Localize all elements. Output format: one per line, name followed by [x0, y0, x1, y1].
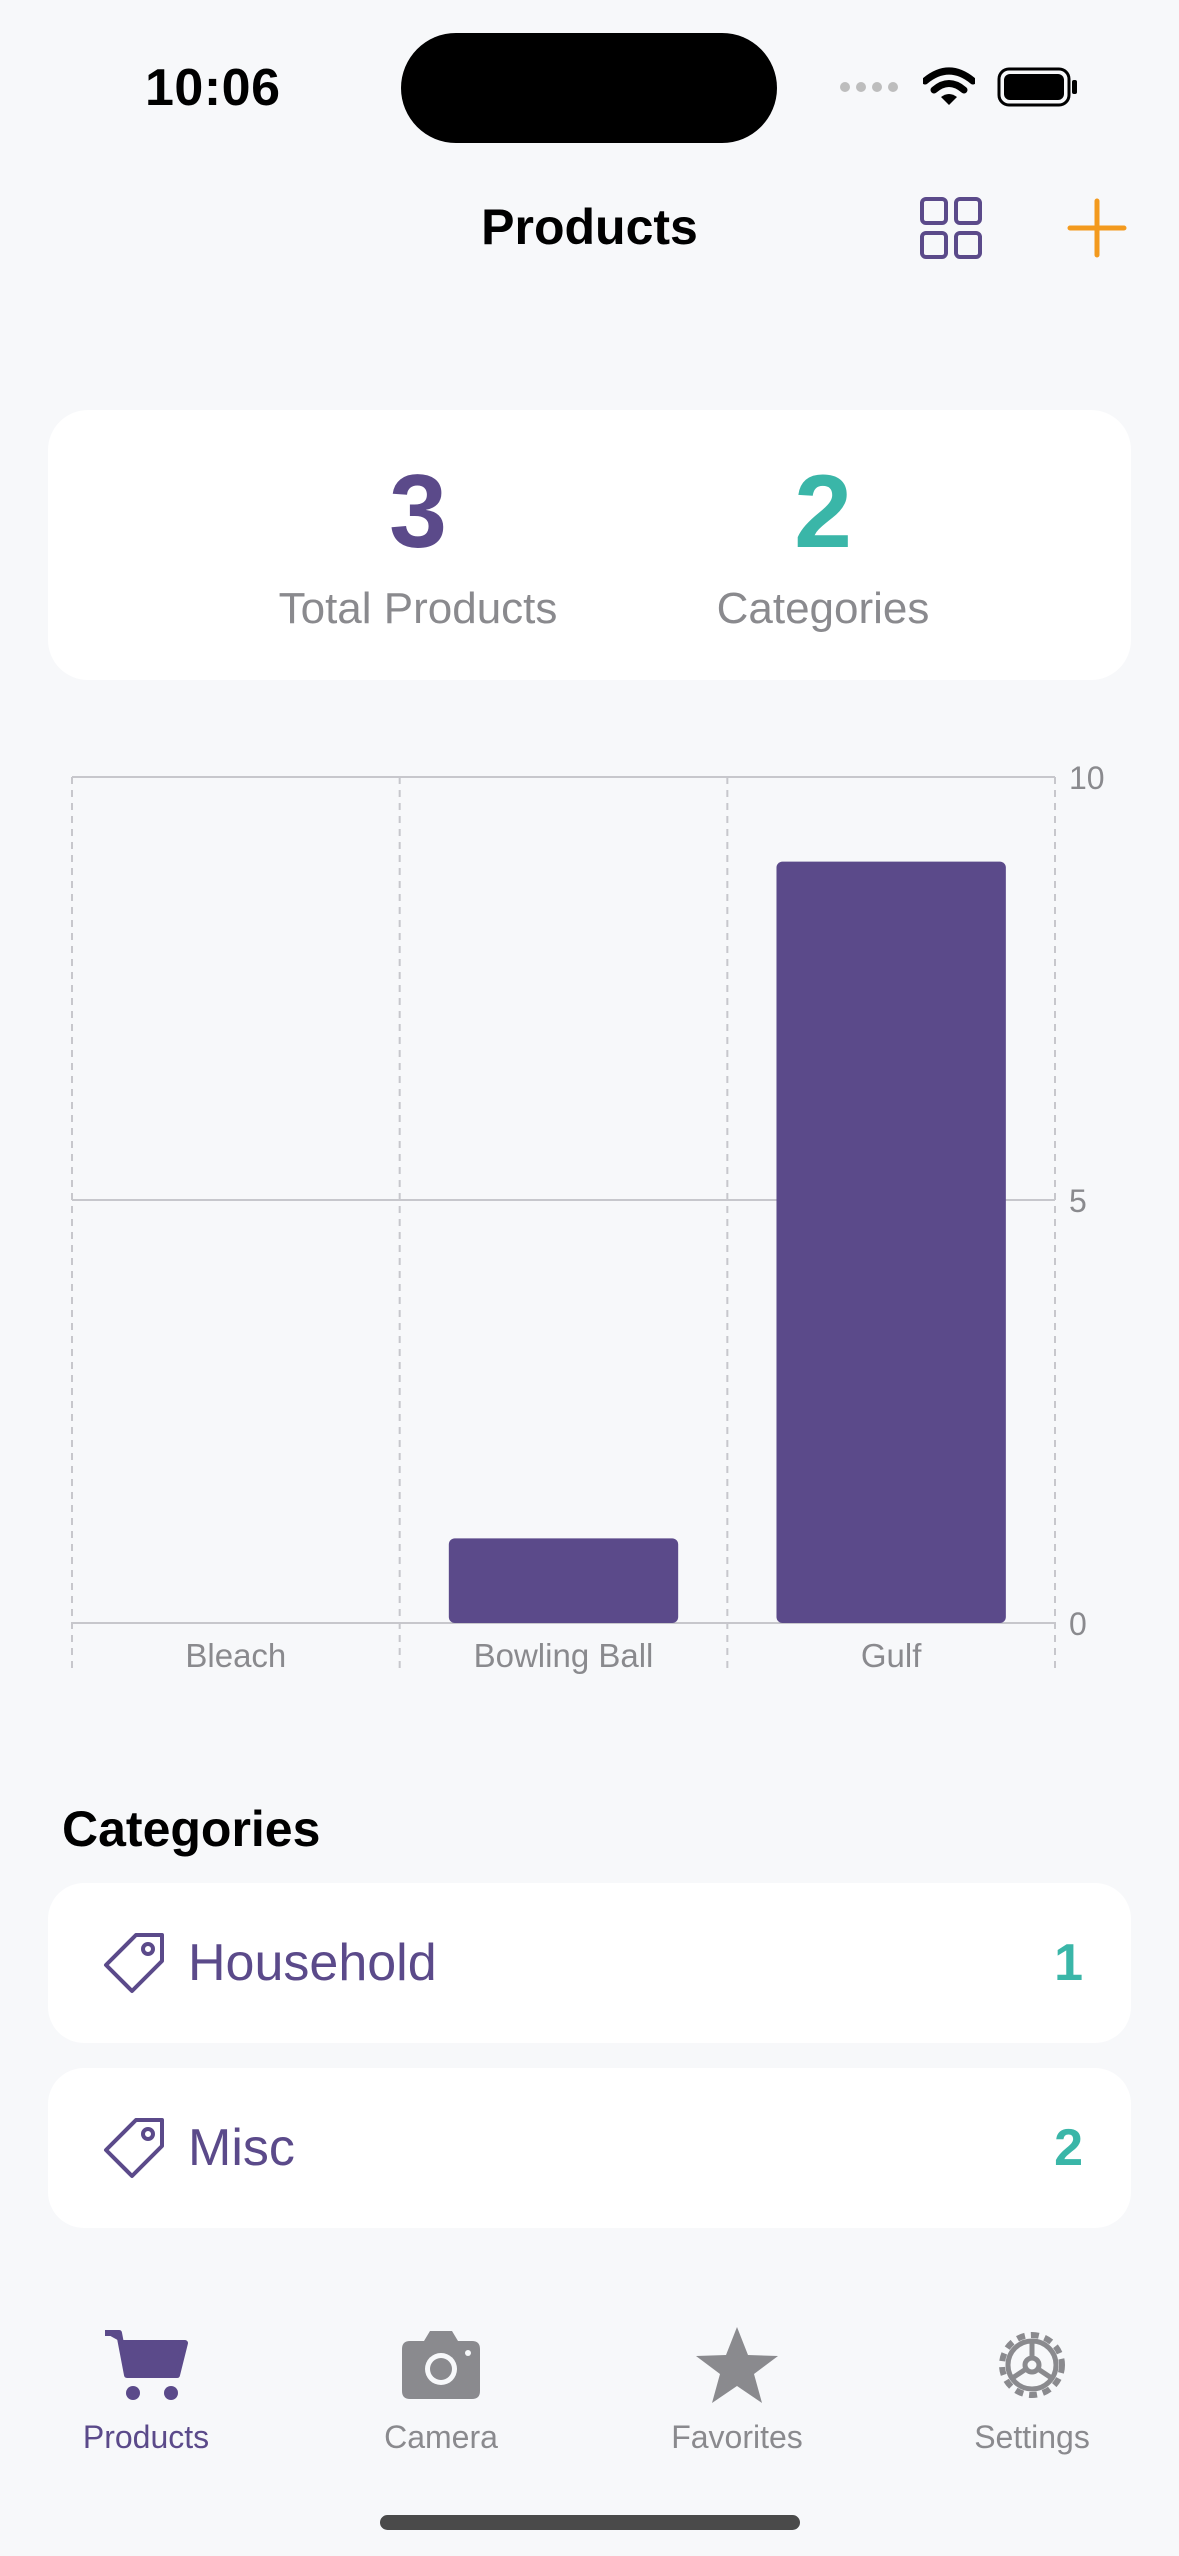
tab-label: Camera [384, 2419, 498, 2455]
categories-value: 2 [794, 454, 852, 570]
category-row-misc[interactable]: Misc 2 [48, 2068, 1131, 2228]
total-products-value: 3 [389, 454, 447, 570]
tab-products[interactable]: Products [26, 2300, 266, 2456]
category-name: Household [188, 1934, 437, 1992]
gear-icon [999, 2332, 1065, 2398]
tab-label: Products [82, 2419, 210, 2455]
category-count: 2 [1054, 2119, 1083, 2177]
tab-favorites[interactable]: Favorites [617, 2300, 857, 2456]
summary-card: 3 Total Products 2 Categories [48, 410, 1131, 680]
add-product-button[interactable] [1064, 195, 1130, 261]
plus-icon [1067, 198, 1127, 258]
x-tick-label: Bleach [185, 1637, 286, 1674]
grid-icon [920, 197, 982, 259]
total-products-stat: 3 Total Products [218, 460, 618, 634]
categories-header: Categories [62, 1801, 321, 1857]
page-title: Products [481, 199, 698, 255]
bar-bowling-ball [448, 1538, 679, 1623]
status-time: 10:06 [145, 59, 281, 117]
tag-icon [104, 2118, 164, 2178]
y-tick-label: 0 [1069, 1606, 1087, 1642]
camera-icon [402, 2331, 480, 2399]
y-tick-label: 10 [1069, 760, 1105, 796]
x-tick-label: Bowling Ball [474, 1637, 654, 1674]
tag-icon [104, 1933, 164, 1993]
bar-gulf [776, 861, 1006, 1623]
wifi-icon [923, 67, 975, 105]
tab-label: Settings [974, 2419, 1090, 2455]
category-name: Misc [188, 2119, 295, 2177]
category-row-household[interactable]: Household 1 [48, 1883, 1131, 2043]
tab-bar: Products Camera Favorites Settings [0, 2300, 1179, 2460]
categories-stat: 2 Categories [688, 460, 958, 634]
dynamic-island [401, 33, 777, 143]
total-products-label: Total Products [278, 584, 558, 633]
cart-icon [105, 2330, 188, 2400]
y-tick-label: 5 [1069, 1183, 1087, 1219]
products-bar-chart: 0 5 10 Bleach Bowling Ball Gulf [71, 760, 1105, 1674]
tab-camera[interactable]: Camera [321, 2300, 561, 2456]
tab-label: Favorites [671, 2419, 803, 2455]
signal-icon [840, 82, 898, 92]
categories-label: Categories [716, 584, 930, 633]
home-indicator [380, 2515, 800, 2530]
battery-icon [997, 67, 1077, 107]
tab-settings[interactable]: Settings [912, 2300, 1152, 2456]
status-indicators [839, 62, 1079, 112]
grid-view-button[interactable] [918, 195, 984, 261]
x-tick-label: Gulf [861, 1637, 922, 1674]
category-count: 1 [1054, 1934, 1083, 1992]
star-icon [696, 2327, 778, 2403]
